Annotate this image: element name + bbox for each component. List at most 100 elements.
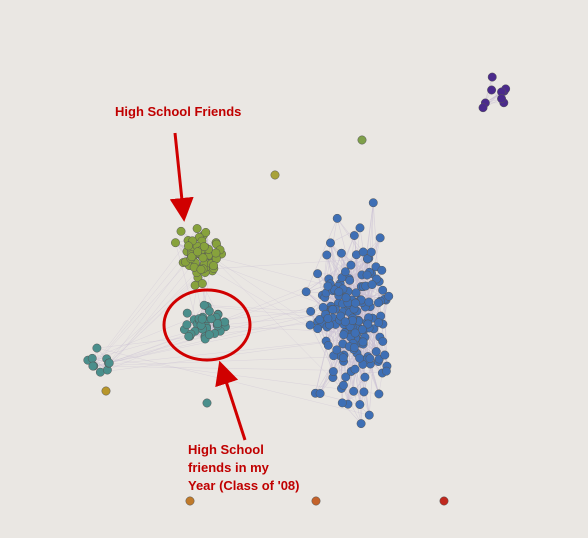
edge: [87, 310, 210, 361]
node: [322, 250, 332, 260]
node: [176, 226, 186, 236]
edge: [306, 251, 364, 292]
annotation: High School Friends: [115, 104, 241, 119]
node: [338, 353, 348, 363]
node: [187, 252, 197, 262]
node: [349, 231, 359, 240]
node: [182, 320, 192, 330]
edge: [106, 358, 379, 395]
node: [101, 386, 111, 396]
node: [315, 389, 325, 398]
node: [202, 398, 212, 408]
node: [439, 496, 449, 506]
node: [377, 265, 387, 275]
node: [209, 261, 219, 271]
node: [201, 227, 211, 237]
node: [340, 317, 350, 327]
node: [478, 103, 488, 113]
node: [204, 330, 214, 340]
node: [375, 233, 385, 243]
edge: [92, 228, 198, 367]
node: [341, 293, 351, 303]
node: [326, 238, 335, 248]
node: [351, 288, 361, 298]
node: [190, 280, 200, 290]
node: [363, 254, 372, 264]
edge: [107, 336, 189, 371]
node: [305, 320, 315, 330]
node: [184, 331, 194, 341]
node: [374, 318, 384, 328]
annotation: friends in my: [188, 460, 270, 475]
node: [365, 354, 375, 364]
node: [323, 281, 333, 291]
node: [313, 269, 323, 279]
edge: [109, 331, 196, 364]
node: [374, 389, 384, 399]
edge: [330, 227, 361, 244]
node: [182, 308, 192, 318]
edge: [305, 218, 338, 292]
node: [487, 72, 497, 82]
arrow: [215, 360, 247, 441]
highlight-ellipse: [162, 288, 252, 362]
node: [351, 298, 360, 308]
edge: [317, 328, 344, 336]
annotations: High School Friends High School friends …: [115, 104, 299, 493]
arrow: [169, 132, 194, 222]
node: [92, 343, 102, 353]
node: [301, 287, 311, 297]
node: [204, 306, 214, 316]
edge: [93, 255, 194, 367]
node: [359, 387, 369, 397]
node: [364, 297, 374, 307]
node: [355, 223, 365, 233]
annotation: High School: [188, 442, 264, 457]
node: [378, 337, 388, 346]
node: [340, 267, 350, 277]
node: [360, 372, 370, 382]
node: [199, 242, 209, 252]
node: [339, 330, 349, 340]
node: [332, 345, 342, 355]
node: [87, 353, 97, 363]
edge: [341, 388, 370, 416]
node: [366, 247, 376, 257]
node: [270, 170, 280, 180]
edge: [107, 254, 201, 371]
node: [323, 314, 333, 323]
edge: [203, 248, 342, 389]
node: [341, 372, 351, 382]
node: [497, 94, 506, 104]
edge: [326, 254, 379, 323]
node: [337, 398, 347, 408]
node: [357, 135, 367, 145]
node: [339, 380, 348, 390]
node: [345, 275, 355, 285]
edge: [200, 258, 368, 270]
node: [213, 319, 223, 329]
node: [349, 343, 359, 353]
node: [332, 213, 342, 223]
node: [350, 364, 360, 374]
node: [350, 328, 360, 338]
edge: [92, 310, 357, 367]
node: [368, 198, 378, 208]
node: [197, 314, 207, 324]
node: [487, 85, 497, 95]
node: [185, 496, 195, 506]
node: [357, 325, 367, 334]
node: [336, 248, 346, 258]
node: [348, 316, 357, 325]
node: [371, 347, 381, 357]
node: [196, 265, 206, 274]
node: [349, 386, 359, 396]
node: [358, 337, 368, 347]
node: [346, 260, 356, 270]
node: [171, 238, 180, 248]
node: [193, 247, 203, 257]
edge: [204, 304, 311, 312]
annotation: Year (Class of '08): [188, 478, 299, 493]
node: [363, 319, 373, 329]
